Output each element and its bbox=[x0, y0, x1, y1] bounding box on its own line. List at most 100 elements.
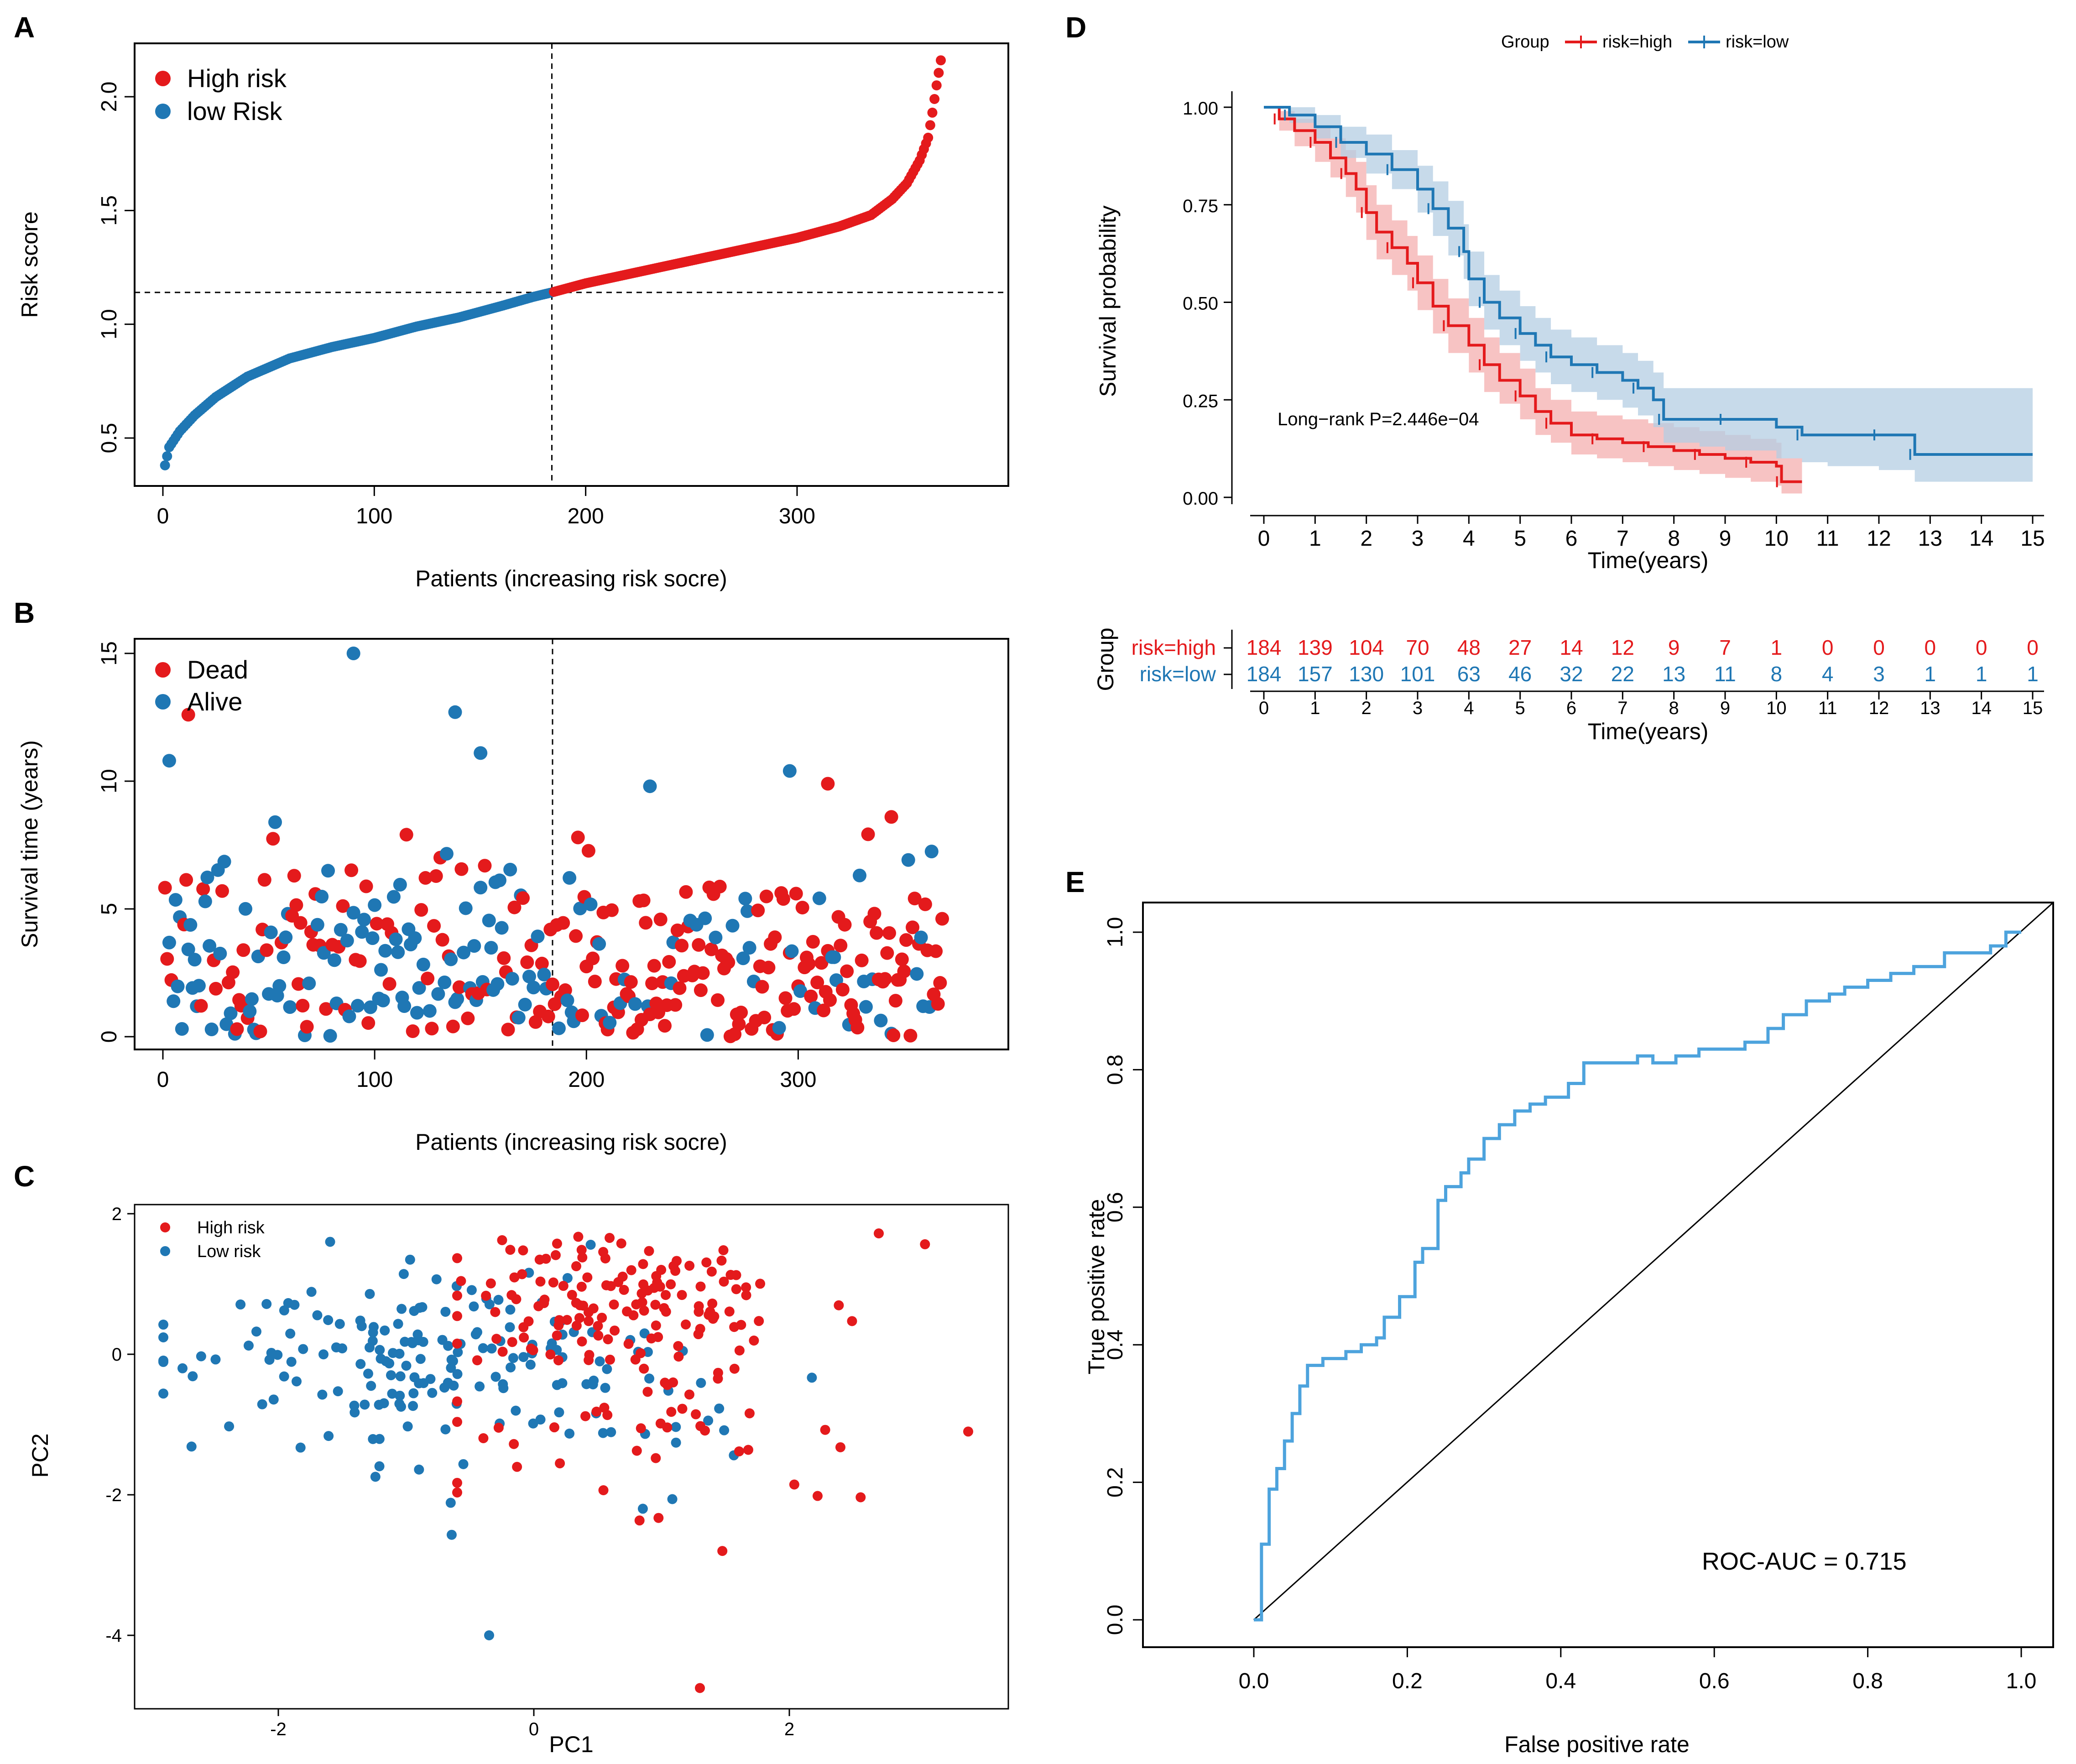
panel-c-high-point bbox=[920, 1239, 930, 1249]
panel-c-low-point bbox=[384, 1358, 395, 1369]
panel-b-patient-point bbox=[319, 1002, 333, 1016]
panel-c-high-point bbox=[485, 1278, 496, 1289]
panel-c-low-point bbox=[562, 1273, 573, 1284]
panel-d-xtick-label: 5 bbox=[1514, 527, 1526, 551]
panel-c-high-point bbox=[651, 1320, 661, 1331]
panel-b-patient-point bbox=[897, 964, 911, 978]
panel-d-xtick-label: 6 bbox=[1565, 527, 1578, 551]
panel-a-ytick-label: 1.0 bbox=[97, 309, 121, 339]
panel-c-low-point bbox=[431, 1274, 442, 1284]
panel-b-patient-point bbox=[908, 892, 922, 906]
risk-table-xtick-label: 3 bbox=[1413, 698, 1423, 718]
panel-c-high-point bbox=[609, 1300, 619, 1310]
panel-b-patient-point bbox=[933, 976, 947, 990]
panel-c-high-point bbox=[672, 1256, 682, 1266]
panel-c-high-point bbox=[539, 1294, 550, 1305]
panel-c-high-point bbox=[548, 1277, 558, 1288]
panel-b-patient-point bbox=[518, 997, 532, 1012]
panel-a-risk-point bbox=[931, 80, 942, 91]
panel-b-patient-point bbox=[861, 827, 875, 841]
panel-b-patient-point bbox=[217, 855, 231, 869]
risk-table-count: 0 bbox=[1976, 636, 1987, 659]
panel-b-ylabel: Survival time (years) bbox=[17, 740, 42, 948]
panel-d-xtick-label: 8 bbox=[1668, 527, 1680, 551]
panel-c-high-point bbox=[631, 1299, 642, 1310]
panel-c-low-point bbox=[379, 1398, 389, 1409]
panel-b-patient-point bbox=[882, 926, 896, 940]
panel-c-high-point bbox=[593, 1320, 603, 1331]
panel-b-patient-point bbox=[236, 943, 250, 957]
panel-d-xtick-label: 1 bbox=[1309, 527, 1321, 551]
panel-b-patient-point bbox=[789, 887, 803, 901]
panel-d-xtick-label: 2 bbox=[1360, 527, 1372, 551]
panel-c-low-point bbox=[484, 1299, 495, 1310]
risk-table-count: 0 bbox=[1873, 636, 1885, 659]
panel-c-low-point bbox=[589, 1375, 599, 1386]
panel-b-patient-point bbox=[226, 965, 240, 979]
panel-b-patient-point bbox=[382, 977, 396, 991]
panel-b-patient-point bbox=[194, 999, 208, 1013]
panel-c-high-point bbox=[644, 1246, 654, 1256]
panel-b-ytick-label: 0 bbox=[97, 1031, 121, 1043]
risk-table-xtick-label: 5 bbox=[1515, 698, 1525, 718]
panel-b-patient-point bbox=[776, 892, 790, 906]
panel-a-risk-point bbox=[162, 451, 172, 461]
risk-table-count: 22 bbox=[1611, 662, 1634, 686]
panel-c-high-point bbox=[576, 1245, 587, 1255]
risk-table-xtick-label: 0 bbox=[1259, 698, 1269, 718]
panel-b-patient-point bbox=[906, 920, 920, 934]
panel-b-patient-point bbox=[192, 979, 206, 993]
panel-c-low-point bbox=[196, 1351, 206, 1362]
panel-e-diagonal bbox=[1253, 902, 2054, 1621]
panel-c-low-point bbox=[525, 1359, 536, 1370]
panel-b-patient-point bbox=[757, 1010, 772, 1024]
panel-c-high-point bbox=[550, 1250, 561, 1260]
panel-b-notable-point bbox=[162, 754, 176, 768]
panel-e-xtick-label: 0.6 bbox=[1699, 1669, 1730, 1693]
panel-c-low-point bbox=[312, 1310, 323, 1320]
panel-e-auc-annotation: ROC-AUC = 0.715 bbox=[1702, 1548, 1907, 1575]
panel-c-low-point bbox=[458, 1459, 469, 1469]
panel-b-notable-point bbox=[474, 746, 488, 760]
risk-table-xtick-label: 4 bbox=[1464, 698, 1474, 718]
panel-c-high-point bbox=[509, 1272, 520, 1283]
panel-c-low-point bbox=[440, 1306, 451, 1317]
risk-table-count: 13 bbox=[1662, 662, 1685, 686]
panel-c-low-point bbox=[367, 1336, 378, 1346]
risk-table-count: 139 bbox=[1298, 636, 1333, 659]
panel-b-patient-point bbox=[386, 890, 401, 904]
panel-b-patient-point bbox=[162, 935, 176, 950]
panel-c-high-point bbox=[635, 1348, 646, 1358]
panel-b-legend-label: Dead bbox=[187, 655, 248, 684]
panel-c-high-point bbox=[578, 1300, 589, 1311]
panel-b-patient-point bbox=[556, 916, 570, 930]
panel-b-patient-point bbox=[657, 1019, 672, 1033]
panel-b-patient-point bbox=[452, 980, 466, 994]
panel-c-high-point bbox=[541, 1253, 551, 1264]
panel-c-high-point bbox=[706, 1266, 717, 1277]
panel-c-high-point bbox=[582, 1272, 593, 1283]
panel-a-xlabel: Patients (increasing risk socre) bbox=[415, 566, 727, 591]
panel-b-patient-point bbox=[474, 881, 488, 895]
panel-c-low-point bbox=[279, 1305, 289, 1315]
panel-a-xtick-label: 100 bbox=[356, 504, 392, 528]
panel-c-high-point bbox=[812, 1491, 823, 1501]
panel-b-patient-point bbox=[457, 945, 471, 960]
panel-b-xtick-label: 100 bbox=[356, 1068, 393, 1092]
panel-b-patient-point bbox=[391, 945, 405, 959]
panel-a-risk-point bbox=[923, 132, 934, 143]
panel-b-patient-point bbox=[351, 999, 365, 1013]
panel-c-high-point bbox=[567, 1289, 577, 1300]
panel-b-patient-point bbox=[732, 1017, 746, 1031]
panel-a-xtick-label: 200 bbox=[568, 504, 604, 528]
panel-c-low-point bbox=[606, 1427, 616, 1437]
panel-b-patient-point bbox=[924, 845, 939, 859]
panel-c-low-point bbox=[449, 1380, 459, 1391]
panel-letter-e: E bbox=[1065, 866, 1085, 898]
panel-b-patient-point bbox=[492, 873, 506, 887]
panel-c-high-point bbox=[571, 1320, 582, 1331]
panel-c-low-point bbox=[295, 1442, 306, 1453]
panel-b-patient-point bbox=[505, 972, 519, 986]
risk-table-xtick-label: 11 bbox=[1818, 698, 1837, 718]
panel-c-low-point bbox=[490, 1372, 501, 1382]
